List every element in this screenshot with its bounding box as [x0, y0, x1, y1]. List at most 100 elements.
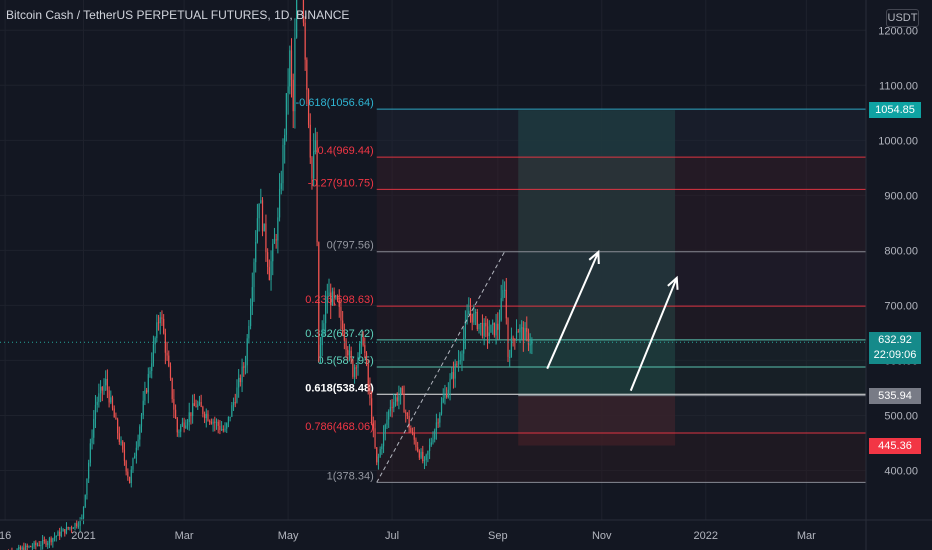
candle-body: [357, 357, 359, 368]
candle-body: [176, 418, 178, 433]
candle-body: [504, 289, 506, 291]
candle-body: [144, 390, 146, 401]
candle-body: [362, 336, 364, 346]
candle-body: [82, 506, 85, 519]
candle-body: [103, 385, 105, 391]
candle-body: [456, 363, 458, 365]
candle-body: [461, 353, 463, 361]
candle-body: [432, 439, 434, 443]
fib-band: [376, 157, 866, 190]
candle-body: [181, 422, 184, 427]
candle-body: [42, 539, 44, 546]
candle-body: [45, 540, 47, 546]
candle-body: [231, 405, 233, 417]
candle-body: [248, 325, 250, 339]
candle-body: [48, 538, 51, 543]
candle-body: [149, 371, 151, 375]
candle-body: [151, 363, 153, 372]
candle-body: [435, 422, 438, 431]
candle-body: [62, 529, 64, 532]
candle-body: [302, 0, 305, 23]
candle-body: [359, 343, 361, 358]
stop-price-tag: 445.36: [869, 437, 921, 454]
candle-body: [384, 424, 386, 433]
candle-body: [234, 402, 236, 404]
candle-body: [113, 408, 115, 418]
candle-body: [23, 547, 25, 550]
candle-body: [238, 377, 240, 388]
candle-body: [509, 356, 511, 358]
candle-body: [260, 200, 262, 204]
candle-body: [401, 387, 403, 394]
candle-body: [215, 421, 218, 423]
candle-body: [459, 360, 461, 362]
candle-body: [115, 417, 117, 420]
candle-body: [411, 432, 414, 434]
candle-body: [336, 296, 339, 301]
fib-band: [376, 433, 866, 483]
candle-body: [88, 462, 90, 479]
candle-body: [273, 239, 276, 244]
candle-body: [391, 407, 393, 409]
candle-body: [232, 402, 235, 406]
candle-body: [372, 422, 374, 429]
candle-body: [212, 421, 214, 424]
fib-level-label: 1(378.34): [327, 470, 374, 482]
candle-body: [365, 353, 368, 364]
candle-body: [335, 296, 337, 298]
candle-body: [152, 344, 155, 364]
candle-body: [521, 327, 523, 329]
candle-body: [105, 378, 107, 386]
candle-body: [522, 327, 524, 341]
candle-body: [130, 469, 132, 484]
candle-body: [415, 439, 417, 448]
time-tick-label: 16: [0, 530, 11, 542]
candle-body: [377, 456, 380, 463]
candle-body: [355, 367, 357, 369]
candle-body: [321, 329, 323, 346]
candle-body: [183, 422, 185, 428]
candle-body: [198, 401, 201, 405]
candle-body: [156, 322, 158, 338]
candle-body: [478, 323, 480, 330]
candle-body: [417, 447, 419, 452]
candle-body: [94, 404, 97, 419]
candle-body: [53, 537, 56, 539]
candle-body: [207, 413, 209, 421]
candle-body: [463, 337, 465, 354]
candle-body: [192, 403, 194, 417]
candle-body: [137, 439, 139, 448]
candle-body: [442, 398, 444, 403]
candle-body: [347, 349, 349, 356]
candle-body: [117, 419, 119, 434]
candle-body: [420, 451, 422, 458]
candle-body: [86, 478, 88, 495]
candle-body: [422, 451, 424, 462]
time-tick-label: Jul: [385, 530, 399, 542]
fib-band: [376, 251, 866, 307]
candle-body: [277, 217, 279, 241]
candle-body: [265, 223, 267, 253]
target-price-tag: 1054.85: [869, 102, 921, 119]
candle-body: [284, 134, 286, 145]
countdown-label: 22:09:06: [873, 349, 917, 362]
candle-body: [221, 429, 223, 431]
candle-body: [282, 144, 284, 184]
candle-body: [164, 333, 166, 353]
candle-body: [313, 151, 315, 179]
fib-level-label: -0.4(969.44): [314, 145, 374, 157]
candle-body: [486, 326, 489, 337]
candle-body: [326, 296, 328, 304]
candle-body: [512, 337, 514, 339]
candle-body: [519, 327, 521, 333]
candle-body: [471, 313, 473, 323]
candle-body: [40, 545, 42, 547]
candle-body: [69, 527, 71, 529]
time-tick-label: Nov: [592, 530, 612, 542]
candle-body: [180, 426, 182, 432]
candle-body: [193, 403, 195, 407]
candle-body: [253, 262, 255, 288]
currency-button[interactable]: USDT: [886, 9, 919, 27]
candle-body: [306, 59, 308, 90]
